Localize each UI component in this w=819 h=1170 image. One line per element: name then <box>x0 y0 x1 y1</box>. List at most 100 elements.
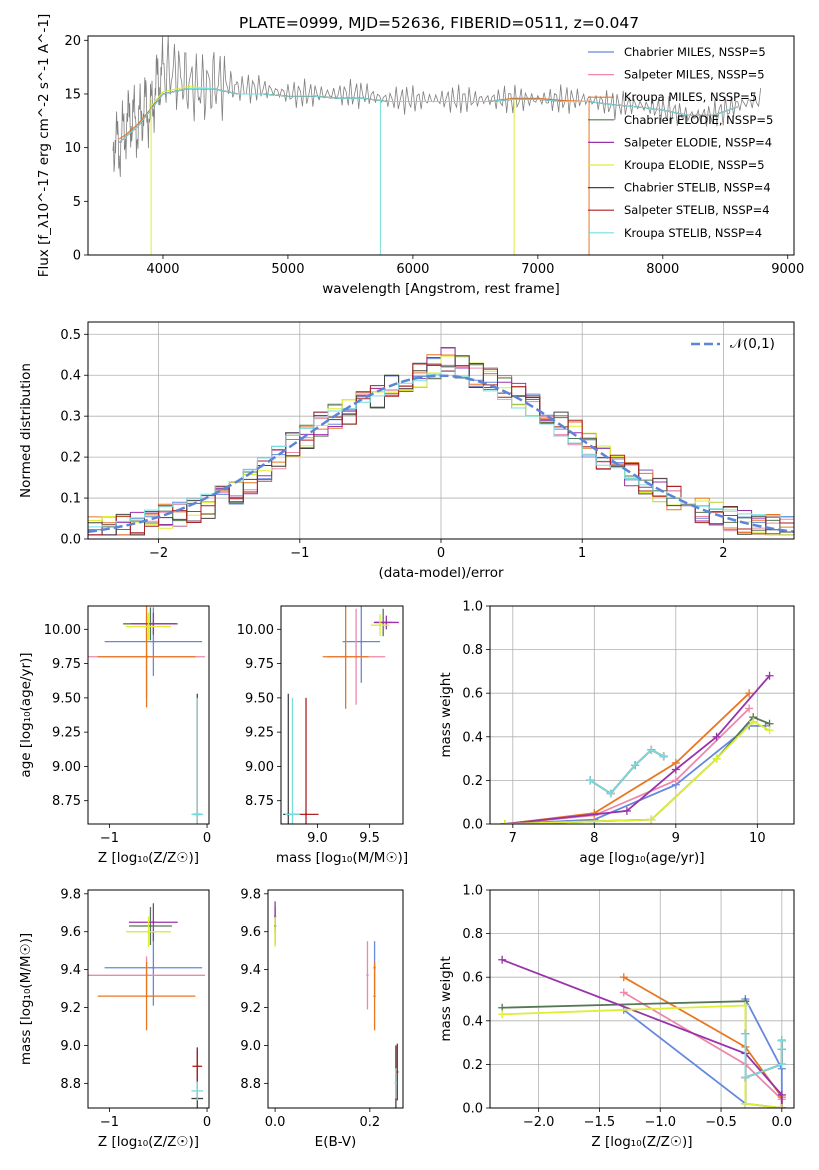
weight-marker <box>765 671 774 680</box>
y-axis-label: Normed distribution <box>18 363 34 498</box>
y-axis-label: mass [log₁₀(M/M☉)] <box>18 933 34 1065</box>
weight-marker <box>741 1001 750 1010</box>
y-tick-label: 0 <box>73 249 81 264</box>
y-tick-label: 0.8 <box>462 643 483 658</box>
y-tick-label: 0.0 <box>462 1102 483 1117</box>
x-tick-label: −1 <box>290 546 309 561</box>
x-axis-label: (data-model)/error <box>378 565 504 581</box>
y-tick-label: 9.6 <box>60 925 81 940</box>
panel-age-vs-mass: 9.0 9.5 8.75 9.00 9.25 9.50 9.75 10.00 mass [log… <box>237 605 408 866</box>
y-tick-label: 8.8 <box>240 1077 261 1092</box>
y-tick-label: 9.75 <box>52 657 81 672</box>
y-tick-label: 0.1 <box>60 492 81 507</box>
y-tick-label: 9.00 <box>245 760 274 775</box>
weight-marker <box>777 1090 786 1099</box>
x-axis-label: Z [log₁₀(Z/Z☉)] <box>98 850 199 866</box>
data-point <box>291 813 294 816</box>
x-tick-label: 4000 <box>146 262 179 277</box>
data-point <box>147 930 150 933</box>
weight-marker <box>777 1060 786 1069</box>
weight-marker <box>590 809 599 818</box>
y-tick-label: 9.50 <box>52 691 81 706</box>
weight-marker <box>498 1010 507 1019</box>
panel-weight-vs-age: 7 8 9 10 0.0 0.2 0.4 0.6 0.8 1.0 age [log₁₀(age/yr… <box>438 600 795 866</box>
legend-label: Chabrier STELIB, NSSP=4 <box>624 181 771 195</box>
weight-marker <box>741 1073 750 1082</box>
y-tick-label: 9.4 <box>60 963 81 978</box>
data-point <box>196 1065 199 1068</box>
x-tick-label: 0 <box>437 546 445 561</box>
axes-frame <box>87 321 795 540</box>
x-axis-label: E(B-V) <box>315 1134 357 1150</box>
weight-line <box>623 976 783 1108</box>
x-tick-label: 0.0 <box>771 1115 792 1130</box>
x-axis-label: Z [log₁₀(Z/Z☉)] <box>98 1134 199 1150</box>
y-tick-label: 20 <box>64 34 81 49</box>
legend-label: Salpeter MILES, NSSP=5 <box>624 68 765 82</box>
weight-line <box>504 675 771 824</box>
plot-area-residuals <box>88 347 794 536</box>
weight-marker <box>622 806 631 815</box>
y-tick-label: 5 <box>73 195 81 210</box>
model-spectrum-line <box>150 88 513 110</box>
x-tick-label: 9000 <box>771 262 804 277</box>
data-point <box>149 924 152 928</box>
x-tick-label: 9 <box>672 831 680 846</box>
y-tick-label: 1.0 <box>462 884 483 899</box>
x-tick-label: −2.0 <box>523 1115 555 1130</box>
legend-label: Kroupa MILES, NSSP=5 <box>624 90 757 104</box>
axes-frame <box>87 35 795 256</box>
panel-spectrum: 4000 5000 6000 7000 8000 9000 0 5 10 15 20 waveleng… <box>36 14 804 297</box>
x-tick-label: 9.5 <box>359 831 380 846</box>
y-tick-label: 0.6 <box>462 687 483 702</box>
y-tick-label: 9.2 <box>60 1001 81 1016</box>
x-tick-label: 6000 <box>396 262 429 277</box>
axes-frame <box>87 889 210 1109</box>
x-tick-label: 9.0 <box>307 831 328 846</box>
plot-area-weight-vs-age <box>500 671 774 824</box>
weight-marker <box>619 973 628 982</box>
y-tick-label: 15 <box>64 87 81 102</box>
data-point <box>304 813 308 816</box>
weight-marker <box>777 1045 786 1054</box>
x-tick-label: −2 <box>149 546 168 561</box>
y-tick-label: 10.00 <box>237 623 274 638</box>
x-tick-label: 10 <box>749 831 766 846</box>
data-point <box>378 623 382 627</box>
legend: Chabrier MILES, NSSP=5 Salpeter MILES, NS… <box>588 45 773 240</box>
weight-line <box>504 707 750 824</box>
weight-marker <box>647 815 656 824</box>
weight-marker <box>647 745 656 754</box>
y-tick-label: 0.8 <box>462 927 483 942</box>
x-tick-label: 0.0 <box>265 1115 286 1130</box>
y-tick-label: 0.3 <box>60 410 81 425</box>
model-spectrum-line <box>118 88 588 143</box>
y-tick-label: 9.2 <box>240 1001 261 1016</box>
data-point <box>394 1082 398 1085</box>
weight-line <box>502 1000 782 1108</box>
y-tick-label: 0.4 <box>462 730 483 745</box>
plot-area-weight-vs-Z <box>498 955 786 1108</box>
x-tick-label: −1 <box>100 831 119 846</box>
x-tick-label: 0 <box>203 1115 211 1130</box>
weight-line <box>589 748 665 795</box>
x-axis-label: wavelength [Angstrom, rest frame] <box>322 281 560 297</box>
weight-marker <box>777 1036 786 1045</box>
y-axis-label: age [log₁₀(age/yr)] <box>18 652 34 777</box>
x-axis-label: mass [log₁₀(M/M☉)] <box>276 850 408 866</box>
y-tick-label: 0.2 <box>60 451 81 466</box>
weight-marker <box>619 988 628 997</box>
weight-line <box>501 958 783 1108</box>
axes-frame <box>280 605 404 825</box>
axes-frame <box>489 605 795 825</box>
panel-mass-vs-ebv: 0.0 0.2 8.8 9.0 9.2 9.4 9.6 9.8 E(B-V) <box>240 887 404 1150</box>
plot-area-mass-vs-ebv <box>273 901 399 1108</box>
y-tick-label: 8.75 <box>245 794 274 809</box>
y-tick-label: 0.4 <box>60 369 81 384</box>
weight-line <box>504 692 750 824</box>
x-tick-label: 8 <box>590 831 598 846</box>
axes-frame <box>489 889 795 1109</box>
x-tick-label: 1 <box>578 546 586 561</box>
weight-marker <box>749 717 758 726</box>
y-tick-label: 10.00 <box>44 623 81 638</box>
